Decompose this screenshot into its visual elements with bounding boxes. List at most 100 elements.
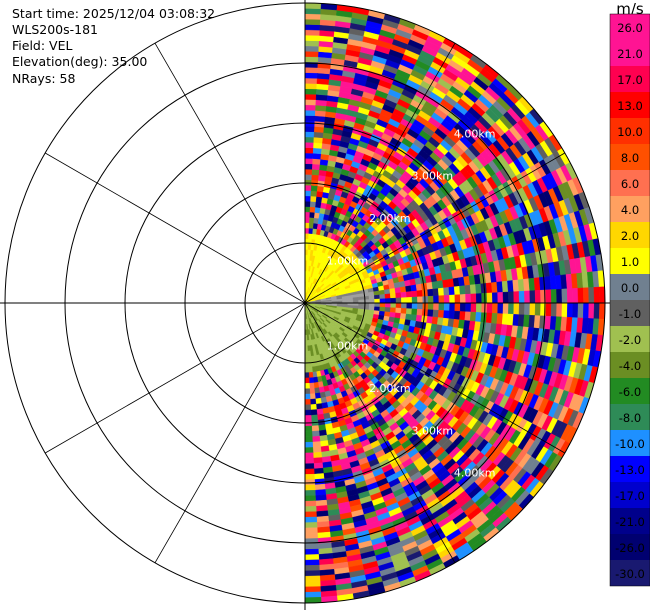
- gate-cell: [304, 136, 315, 143]
- azimuth-spoke: [154, 302, 306, 564]
- colorbar-tick-label: 4.0: [621, 203, 639, 217]
- gate-cell: [593, 302, 600, 320]
- gate-cell: [304, 13, 321, 20]
- gate-cell: [313, 382, 320, 389]
- gate-cell: [459, 311, 466, 321]
- gate-cell: [470, 293, 477, 304]
- gate-cell: [556, 302, 563, 318]
- gate-cell: [427, 302, 434, 311]
- gate-cell: [308, 372, 314, 379]
- gate-cell: [304, 548, 319, 555]
- colorbar-tick-label: 21.0: [617, 47, 643, 61]
- gate-cell: [309, 387, 316, 395]
- gate-cell: [310, 409, 318, 416]
- colorbar-tick-label: -6.0: [619, 385, 641, 399]
- gate-cell: [411, 290, 418, 298]
- gate-cell: [449, 302, 456, 312]
- gate-cell: [314, 392, 321, 400]
- ray-19: [304, 148, 571, 304]
- range-ring-label: 1.00km: [327, 255, 369, 268]
- gate-cell: [411, 308, 418, 316]
- gate-cell: [304, 383, 310, 389]
- gate-cell: [311, 174, 320, 181]
- gate-cell: [394, 287, 402, 294]
- range-ring-label: 1.00km: [327, 339, 369, 352]
- gate-cell: [311, 425, 320, 432]
- range-ring-label: 3.00km: [411, 170, 453, 183]
- gate-cell: [304, 597, 322, 604]
- gate-cell: [304, 72, 318, 79]
- gate-cell: [304, 495, 316, 502]
- gate-cell: [304, 527, 318, 534]
- gate-cell: [304, 115, 316, 122]
- gate-cell: [368, 302, 375, 307]
- gate-cell: [304, 415, 312, 422]
- gate-cell: [304, 575, 321, 582]
- gate-cell: [304, 436, 313, 443]
- gate-cell: [379, 298, 386, 304]
- gate-cell: [417, 302, 424, 310]
- gate-cell: [513, 291, 520, 304]
- gate-cell: [304, 516, 318, 523]
- gate-cell: [432, 309, 439, 318]
- ray-12: [304, 63, 500, 304]
- ray-24: [304, 222, 599, 304]
- gate-cell: [561, 302, 568, 318]
- gate-cell: [304, 211, 311, 218]
- gate-cell: [385, 302, 391, 308]
- gate-cell: [577, 287, 584, 304]
- gate-cell: [311, 430, 320, 437]
- gate-cell: [534, 302, 541, 316]
- gate-cell: [401, 297, 407, 304]
- gate-cell: [491, 312, 498, 325]
- gate-cell: [313, 131, 324, 139]
- gate-cell: [304, 452, 314, 459]
- gate-cell: [310, 398, 317, 405]
- gate-cell: [309, 217, 315, 224]
- gate-cell: [427, 295, 434, 304]
- gate-cell: [312, 158, 321, 165]
- range-ring-label: 4.00km: [454, 467, 496, 480]
- gate-cell: [312, 446, 322, 453]
- gate-cell: [399, 286, 407, 293]
- colorbar-tick-label: 2.0: [621, 229, 639, 243]
- gate-cell: [309, 393, 316, 400]
- gate-cell: [411, 302, 418, 310]
- gate-cell: [304, 40, 320, 47]
- gate-cell: [395, 297, 402, 304]
- gate-cell: [304, 99, 317, 106]
- gate-cell: [304, 201, 311, 207]
- gate-cell: [405, 285, 412, 293]
- gate-cell: [438, 295, 445, 304]
- gate-cell: [304, 2, 322, 9]
- gate-cell: [577, 302, 584, 319]
- gate-cell: [313, 462, 324, 470]
- gate-cell: [389, 292, 397, 299]
- gate-cell: [582, 287, 590, 304]
- gate-cell: [304, 195, 312, 202]
- gate-cell: [373, 290, 380, 296]
- gate-cell: [304, 554, 320, 561]
- gate-cell: [358, 296, 365, 301]
- gate-cell: [449, 294, 456, 304]
- gate-cell: [475, 283, 482, 294]
- colorbar-tick-label: -1.0: [619, 307, 641, 321]
- gate-cell: [312, 441, 321, 448]
- gate-cell: [312, 163, 321, 171]
- gate-cell: [400, 308, 407, 315]
- gate-cell: [475, 302, 482, 313]
- gate-cell: [304, 222, 310, 229]
- gate-cell: [304, 447, 314, 454]
- ray-18: [304, 134, 563, 304]
- gate-cell: [304, 468, 315, 475]
- gate-cell: [390, 302, 397, 309]
- gate-cell: [307, 350, 312, 357]
- colorbar-tick-label: -17.0: [615, 489, 645, 503]
- gate-cell: [304, 158, 314, 165]
- gate-cell: [469, 311, 477, 322]
- ray-22: [304, 191, 590, 304]
- gate-cell: [304, 393, 311, 400]
- range-ring-label: 4.00km: [454, 127, 496, 140]
- gate-cell: [304, 377, 310, 384]
- gate-cell: [315, 403, 323, 410]
